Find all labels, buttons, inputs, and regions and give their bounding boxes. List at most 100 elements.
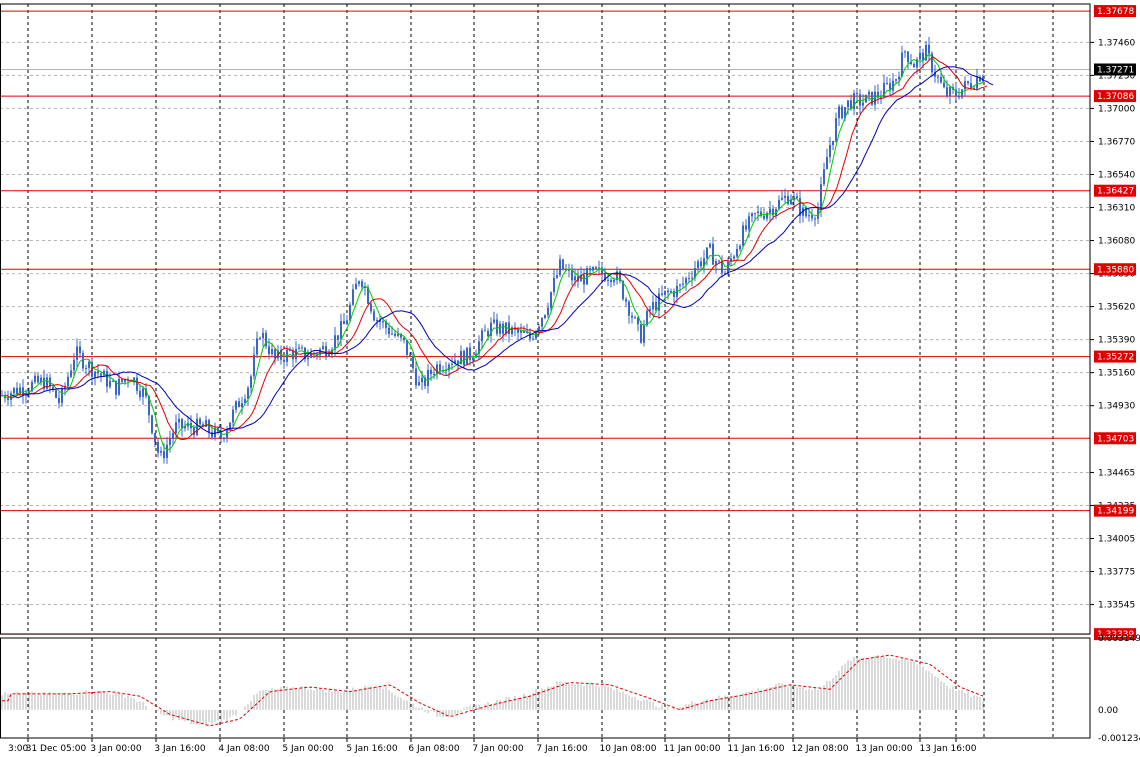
candle-body	[790, 200, 792, 205]
candle-body	[784, 195, 786, 198]
level-labels: 1.37678 1.37086 1.36427 1.35880 1.35272 1.347…	[1094, 5, 1136, 641]
chart-grid	[0, 4, 1090, 738]
candle-body	[250, 376, 252, 388]
candle-body	[85, 367, 87, 369]
candle-body	[37, 375, 39, 383]
candle-body	[79, 346, 81, 354]
candle-body	[592, 267, 594, 271]
candle-body	[889, 83, 891, 91]
candle-body	[388, 327, 390, 335]
candle-body	[607, 279, 609, 281]
candle-body	[712, 243, 714, 265]
candle-body	[43, 377, 45, 389]
time-tick-label: 11 Jan 00:00	[664, 744, 721, 754]
candle-body	[484, 330, 486, 332]
candle-body	[262, 332, 264, 339]
level-label-bg	[1094, 432, 1136, 445]
candle-body	[214, 427, 216, 438]
time-axis: 3:0031 Dec 05:00 3 Jan 00:00 3 Jan 16:00 4 …	[8, 738, 977, 754]
candle-body	[742, 225, 744, 246]
candle-body	[112, 380, 114, 382]
price-tick-label: 1.33545	[1098, 601, 1135, 611]
candle-body	[733, 256, 735, 259]
candle-body	[94, 371, 96, 377]
candle-body	[145, 388, 147, 397]
candle-body	[301, 347, 303, 349]
price-tick-label: 1.37230	[1098, 71, 1135, 81]
candle-body	[7, 398, 9, 401]
candle-body	[487, 331, 489, 336]
oscillator-axis: 0.003149 0.00 -0.001234	[1098, 634, 1140, 744]
candle-body	[109, 380, 111, 387]
candle-body	[256, 338, 258, 355]
candle-body	[64, 386, 66, 389]
candle-body	[685, 278, 687, 284]
candle-body	[265, 332, 267, 347]
candle-body	[334, 335, 336, 350]
candle-body	[229, 422, 231, 430]
candle-body	[679, 284, 681, 286]
candle-body	[364, 286, 366, 288]
candle-body	[874, 91, 876, 105]
price-tick-label: 1.34930	[1098, 402, 1135, 412]
candle-body	[280, 350, 282, 360]
candle-body	[928, 44, 930, 54]
candle-body	[493, 319, 495, 323]
candle-body	[433, 374, 435, 376]
candle-body	[409, 354, 411, 356]
candle-body	[955, 89, 957, 96]
candle-body	[808, 215, 810, 217]
candle-body	[322, 346, 324, 350]
candle-body	[580, 275, 582, 282]
candle-body	[886, 83, 888, 85]
candle-body	[139, 390, 141, 397]
candle-body	[946, 87, 948, 97]
candle-body	[238, 401, 240, 408]
level-label-bg	[1094, 90, 1136, 103]
candle-body	[937, 76, 939, 78]
time-tick-label: 3 Jan 00:00	[90, 744, 142, 754]
candle-body	[172, 433, 174, 439]
candle-body	[703, 258, 705, 267]
candle-body	[223, 438, 225, 440]
candle-body	[907, 51, 909, 63]
candle-body	[652, 302, 654, 310]
moving-average-line	[5, 56, 988, 441]
candle-body	[490, 322, 492, 336]
price-tick-label: 1.36080	[1098, 237, 1135, 247]
support-resistance-levels	[0, 10, 1090, 635]
candle-body	[862, 102, 864, 106]
candle-body	[40, 377, 42, 383]
candle-body	[418, 382, 420, 386]
candle-body	[793, 196, 795, 201]
candle-body	[310, 352, 312, 358]
candle-body	[838, 106, 840, 119]
candle-body	[715, 261, 717, 265]
price-tick-label: 1.34005	[1098, 535, 1135, 545]
candle-body	[619, 271, 621, 281]
candle-body	[964, 81, 966, 90]
candle-body	[817, 209, 819, 219]
candle-body	[82, 353, 84, 369]
candle-body	[691, 277, 693, 279]
candle-body	[451, 363, 453, 365]
candle-body	[181, 418, 183, 429]
candle-body	[76, 346, 78, 360]
candle-body	[922, 52, 924, 61]
candle-body	[658, 293, 660, 311]
candle-body	[469, 347, 471, 361]
candle-body	[346, 320, 348, 325]
candle-body	[496, 319, 498, 334]
price-tick-label: 1.35620	[1098, 303, 1135, 313]
candle-body	[55, 390, 57, 398]
candle-body	[856, 92, 858, 95]
candle-body	[568, 269, 570, 271]
candle-body	[730, 258, 732, 262]
oscillator-panel	[1, 654, 984, 727]
level-label: 1.34703	[1097, 434, 1134, 444]
candle-body	[772, 208, 774, 216]
candle-body	[943, 82, 945, 88]
level-label: 1.33339	[1097, 630, 1134, 640]
level-label: 1.37086	[1097, 92, 1134, 102]
